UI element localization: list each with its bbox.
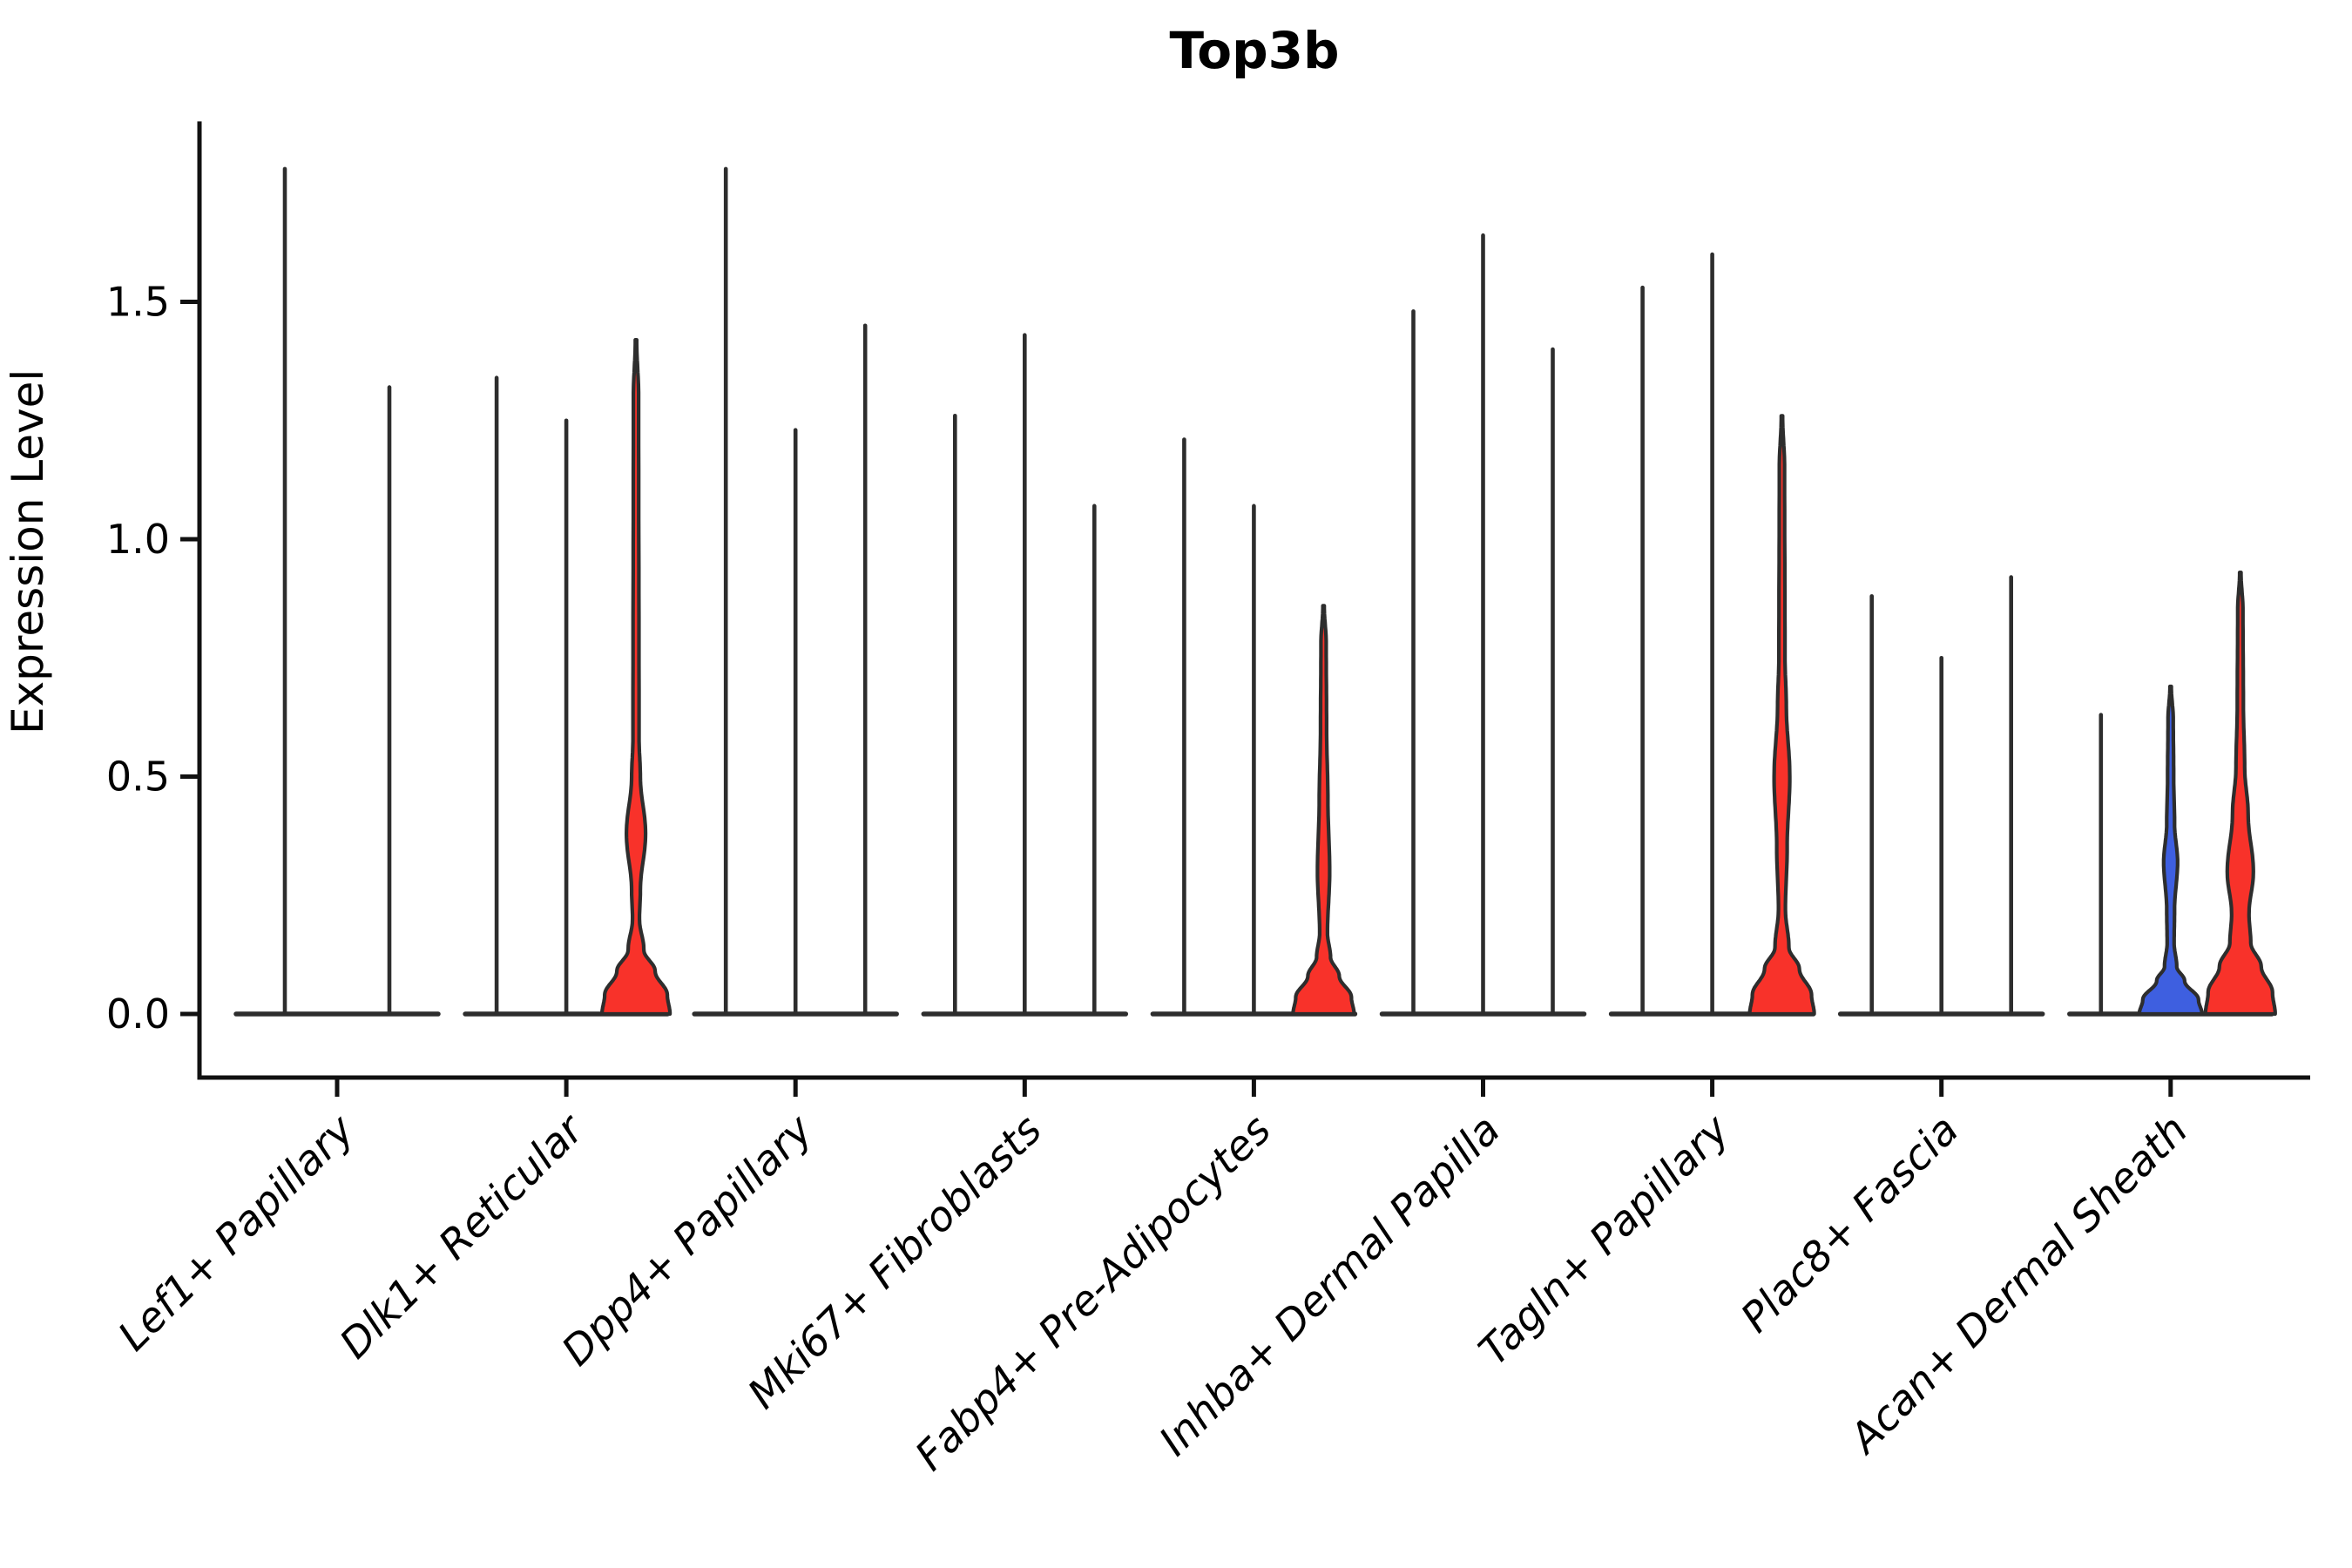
y-tick-label: 0.0 (106, 990, 170, 1037)
x-tick-label-2: Dlk1+ Reticular (331, 1105, 595, 1369)
violin-filled-5-3 (1291, 604, 1356, 1017)
x-tick-label-1: Lef1+ Papillary (109, 1105, 364, 1361)
violin-filled-2-3 (600, 338, 672, 1017)
violin-filled-7-3 (1747, 414, 1816, 1017)
y-tick-label: 1.5 (106, 279, 170, 326)
x-tick-label-3: Dpp4+ Papillary (553, 1105, 823, 1375)
y-tick-label: 0.5 (106, 754, 170, 801)
violin-filled-9-2 (2137, 684, 2204, 1017)
y-tick-label: 1.0 (106, 516, 170, 563)
violin-filled-9-3 (2203, 571, 2277, 1017)
x-tick-label-8: Plac8+ Fascia (1732, 1106, 1968, 1342)
x-tick-label-7: Tagln+ Papillary (1470, 1105, 1740, 1375)
chart-title: Top3b (1169, 21, 1340, 80)
